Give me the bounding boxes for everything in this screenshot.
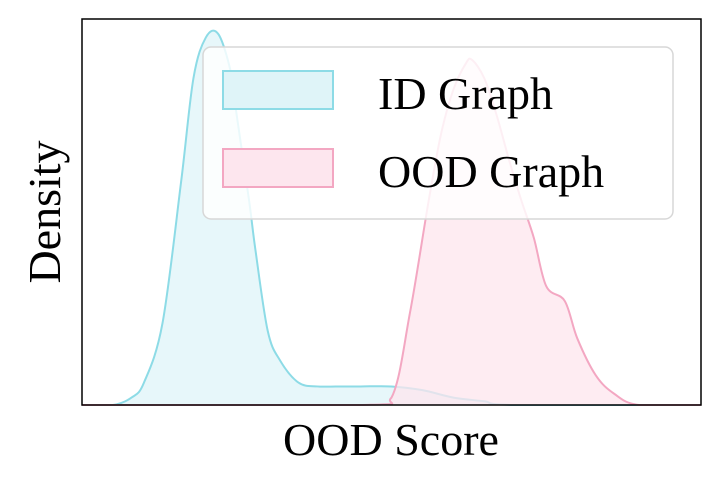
x-axis-label: OOD Score	[283, 414, 499, 465]
legend-swatch-ood-graph	[222, 148, 334, 188]
plot-frame	[81, 18, 702, 406]
y-axis-label: Density	[19, 140, 70, 283]
series-area-ood-graph	[82, 58, 701, 405]
legend: ID Graph OOD Graph	[202, 46, 674, 220]
legend-label-ood-graph: OOD Graph	[378, 146, 604, 197]
legend-label-id-graph: ID Graph	[378, 68, 553, 119]
legend-swatch-id-graph	[222, 70, 334, 110]
